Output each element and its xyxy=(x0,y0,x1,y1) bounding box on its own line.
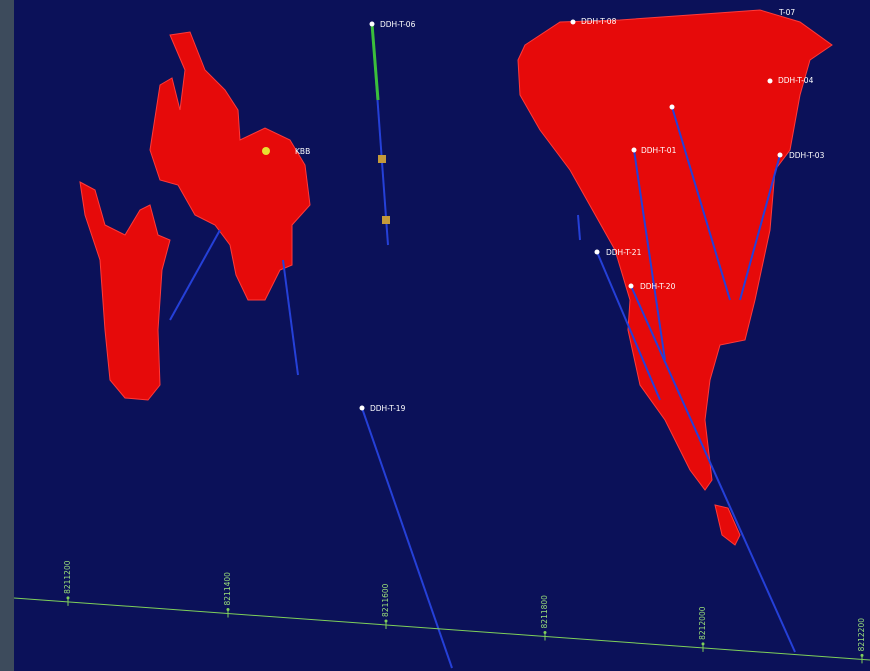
hole-label: DDH-T-20 xyxy=(640,282,676,291)
grid-label: 8211600 xyxy=(381,583,390,617)
ore-body xyxy=(714,504,741,546)
hole-label: DDH-T-04 xyxy=(778,76,814,85)
drill-hole xyxy=(577,214,581,241)
grid-label: 8211400 xyxy=(223,572,232,606)
drill-hole xyxy=(361,407,453,669)
hole-label: T-07 xyxy=(778,8,795,17)
collars xyxy=(359,19,783,411)
grid-dot xyxy=(226,608,230,611)
hole-label: DDH-T-01 xyxy=(641,146,677,155)
hole-label: KBB xyxy=(295,147,310,156)
grid-line xyxy=(13,597,870,661)
grid-label: 8211800 xyxy=(540,595,549,629)
ore-body xyxy=(149,31,311,301)
grid-label: 8212000 xyxy=(698,606,707,640)
grid-label: 8211200 xyxy=(63,560,72,594)
grid-label: 8212200 xyxy=(857,618,866,652)
grid-dot xyxy=(860,653,864,657)
drill-hole xyxy=(596,251,661,401)
side-strip xyxy=(0,0,14,671)
grid-dot xyxy=(543,630,547,634)
drill-hole xyxy=(633,149,666,361)
marker xyxy=(262,147,270,155)
hole-label: DDH-T-06 xyxy=(380,20,416,29)
hole-label: DDH-T-08 xyxy=(581,17,617,26)
hole-label: DDH-T-21 xyxy=(606,248,642,257)
ore-body xyxy=(79,181,171,401)
sample xyxy=(378,155,386,163)
hole-label: DDH-T-19 xyxy=(370,404,406,413)
hole-label: DDH-T-03 xyxy=(789,151,825,160)
drill-hole xyxy=(630,285,796,653)
sample xyxy=(382,216,390,224)
grid-dot xyxy=(66,596,70,600)
ore-body xyxy=(517,9,833,491)
drill-interval xyxy=(370,23,380,101)
drill-hole xyxy=(282,259,299,376)
grid-dot xyxy=(384,619,388,623)
drill-hole xyxy=(671,106,731,301)
grid-dot xyxy=(701,642,705,646)
drill-hole xyxy=(739,154,781,301)
drill-hole xyxy=(169,229,221,321)
